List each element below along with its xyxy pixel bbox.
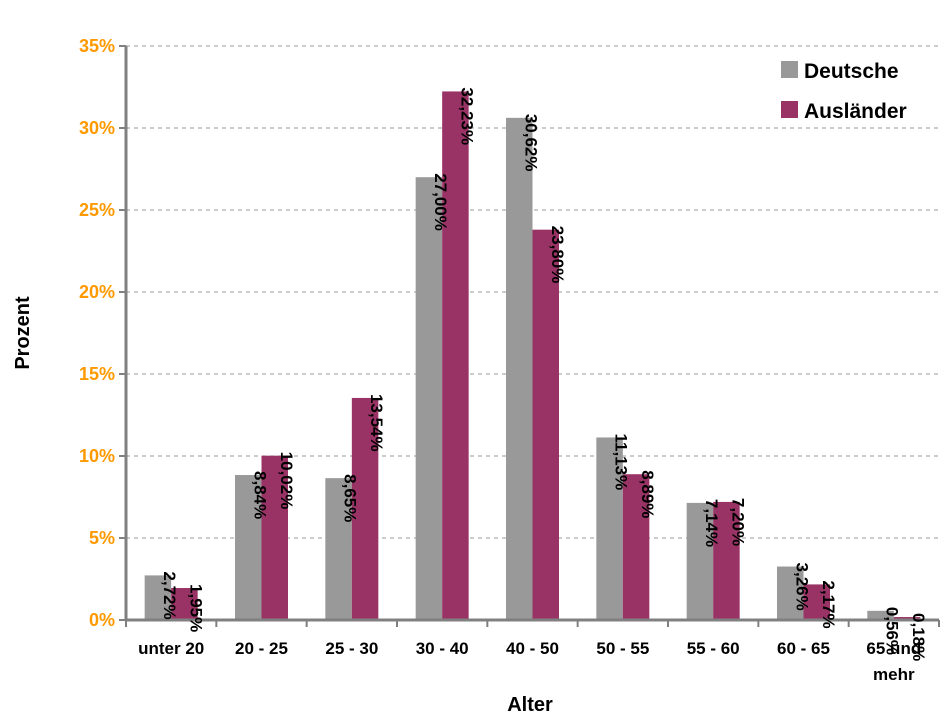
- y-tick-label: 20%: [79, 282, 115, 302]
- x-tick-label: unter 20: [138, 639, 204, 658]
- y-tick-label: 35%: [79, 36, 115, 56]
- bar-deutsche: [686, 502, 714, 620]
- y-tick-label: 15%: [79, 364, 115, 384]
- bar-auslaender: [351, 397, 379, 620]
- data-label: 8,84%: [250, 471, 269, 519]
- data-label: 27,00%: [431, 173, 450, 231]
- bar-auslaender: [442, 91, 469, 621]
- bar-auslaender: [622, 474, 650, 620]
- x-tick-label: 50 - 55: [596, 639, 649, 658]
- y-tick-label: 0%: [89, 610, 115, 630]
- x-tick-label: mehr: [873, 665, 915, 684]
- data-label: 2,17%: [819, 580, 838, 628]
- y-tick-label: 30%: [79, 118, 115, 138]
- data-label: 7,20%: [728, 498, 747, 546]
- y-tick-label: 25%: [79, 200, 115, 220]
- data-label: 7,14%: [702, 499, 721, 547]
- x-tick-label: 30 - 40: [416, 639, 469, 658]
- y-tick-labels: 0% 5% 10% 15% 20% 25% 30% 35%: [79, 36, 126, 630]
- x-tick-label: 60 - 65: [777, 639, 830, 658]
- data-label: 13,54%: [367, 394, 386, 452]
- bar-deutsche: [596, 437, 623, 620]
- legend-swatch-deutsche: [781, 61, 798, 78]
- bar-auslaender: [171, 588, 198, 620]
- bar-auslaender: [261, 455, 288, 620]
- bar-auslaender: [803, 584, 830, 620]
- bar-deutsche: [415, 177, 443, 620]
- bar-auslaender: [532, 229, 559, 620]
- bar-deutsche: [325, 478, 352, 620]
- x-tick-label: 40 - 50: [506, 639, 559, 658]
- data-label: 11,13%: [612, 433, 631, 490]
- data-label: 8,89%: [638, 470, 657, 518]
- axes: [124, 46, 939, 622]
- data-label: 32,23%: [457, 87, 476, 145]
- data-label: 23,80%: [548, 226, 567, 284]
- x-tick-label: 65 und: [866, 639, 921, 658]
- data-label: 10,02%: [277, 452, 296, 510]
- y-tick-label: 10%: [79, 446, 115, 466]
- x-tick-label: 25 - 30: [325, 639, 378, 658]
- legend-label-auslaender: Ausländer: [804, 100, 907, 123]
- data-label: 0,18%: [909, 613, 928, 661]
- bar-deutsche: [777, 566, 804, 620]
- bar-auslaender: [713, 501, 740, 620]
- data-label: 3,26%: [792, 563, 811, 611]
- legend: Deutsche Ausländer: [781, 60, 907, 123]
- x-tick-label: 20 - 25: [235, 639, 288, 658]
- y-tick-label: 5%: [89, 528, 115, 548]
- bars: [144, 91, 921, 621]
- y-axis-title: Prozent: [12, 296, 34, 370]
- data-labels: 2,72% 8,84% 8,65% 27,00% 30,62% 11,13% 7,14% 3,…: [160, 87, 928, 661]
- x-tick-label: 55 - 60: [687, 639, 740, 658]
- bar-deutsche: [235, 475, 262, 620]
- x-tick-labels: unter 20 20 - 25 25 - 30 30 - 40 40 - 50 50 -…: [125, 620, 940, 684]
- data-label: 30,62%: [521, 114, 540, 172]
- data-label: 1,95%: [186, 584, 205, 632]
- data-label: 0,56%: [883, 607, 902, 655]
- data-label: 2,72%: [160, 571, 179, 619]
- legend-swatch-auslaender: [781, 101, 798, 118]
- bar-deutsche: [144, 575, 172, 620]
- x-axis-title: Alter: [507, 694, 553, 715]
- data-label: 8,65%: [341, 474, 360, 522]
- bar-deutsche: [867, 610, 894, 620]
- bar-deutsche: [506, 117, 533, 620]
- legend-label-deutsche: Deutsche: [804, 60, 899, 83]
